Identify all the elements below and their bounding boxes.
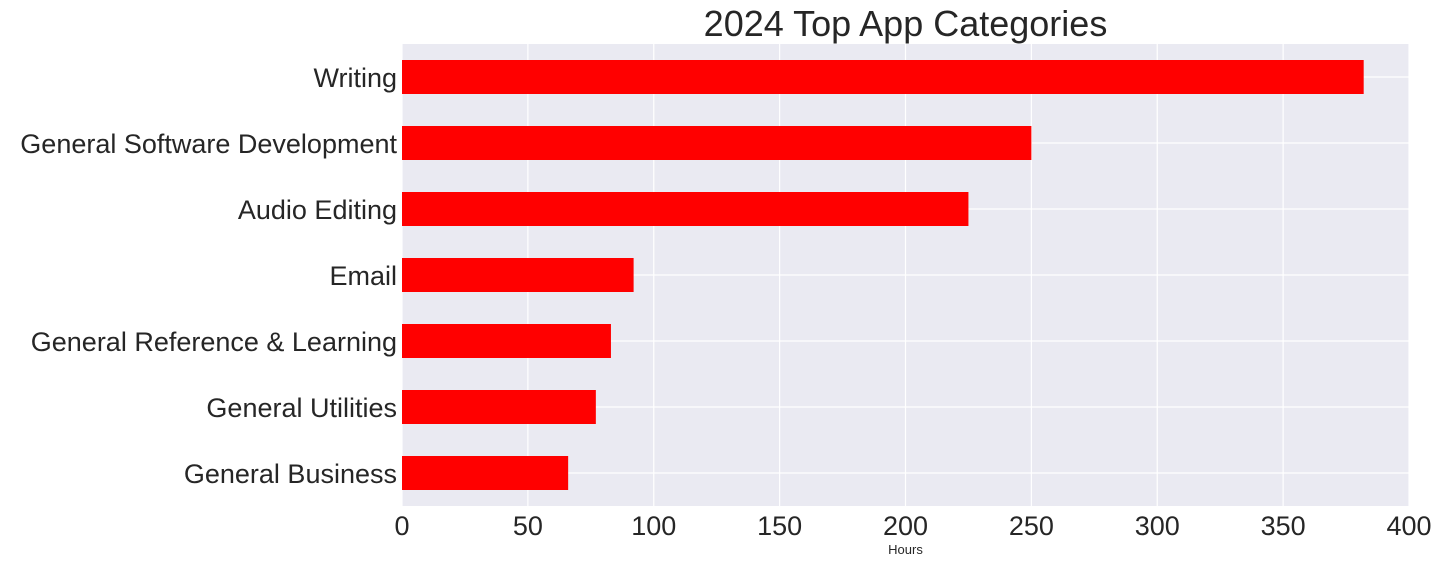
x-tick-label: 50	[513, 511, 543, 541]
x-tick-labels: 0 50 100 150 200 250 300 350 400	[394, 511, 1431, 541]
x-tick-label: 200	[883, 511, 928, 541]
category-label: Audio Editing	[238, 195, 397, 225]
category-label: Email	[329, 261, 397, 291]
bar	[402, 390, 596, 424]
bar	[402, 324, 611, 358]
bar	[402, 192, 969, 226]
x-tick-label: 150	[757, 511, 802, 541]
category-label: General Software Development	[20, 129, 397, 159]
category-label: Writing	[313, 63, 397, 93]
chart-title: 2024 Top App Categories	[704, 3, 1108, 44]
category-label: General Business	[184, 459, 397, 489]
bar	[402, 60, 1364, 94]
bar	[402, 456, 569, 490]
category-label: General Utilities	[206, 393, 397, 423]
category-labels: Writing General Software Development Audio…	[20, 63, 397, 489]
category-label: General Reference & Learning	[31, 327, 397, 357]
x-tick-label: 100	[631, 511, 676, 541]
x-tick-label: 400	[1386, 511, 1431, 541]
x-tick-label: 250	[1009, 511, 1054, 541]
x-axis-label: Hours	[888, 542, 923, 557]
bars	[402, 60, 1364, 490]
bar	[402, 258, 634, 292]
x-tick-label: 350	[1261, 511, 1306, 541]
x-tick-label: 0	[394, 511, 409, 541]
x-tick-label: 300	[1135, 511, 1180, 541]
bar	[402, 126, 1032, 160]
